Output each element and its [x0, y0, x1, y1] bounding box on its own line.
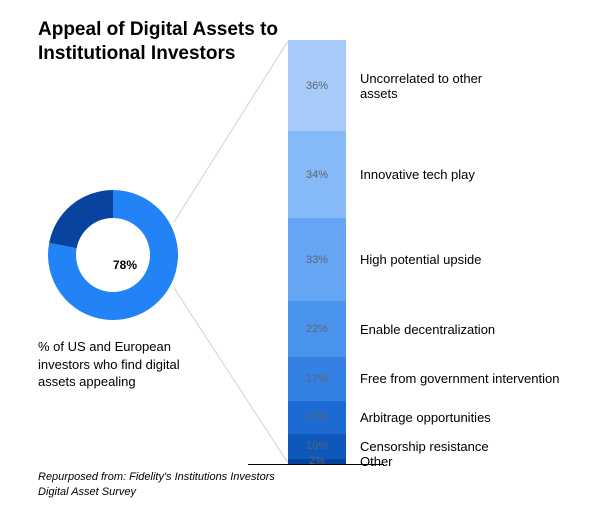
- bar-segment-value: 2%: [309, 455, 325, 467]
- source-citation: Repurposed from: Fidelity's Institutions…: [38, 470, 338, 499]
- source-line2: Digital Asset Survey: [38, 485, 338, 499]
- bar-segment-value: 22%: [306, 323, 328, 335]
- source-line1: Repurposed from: Fidelity's Institutions…: [38, 470, 338, 484]
- bar-segment-label: Arbitrage opportunities: [360, 410, 491, 425]
- bar-segment-value: 17%: [306, 373, 328, 385]
- bar-segment: 34%Innovative tech play: [288, 131, 346, 217]
- bar-segment: 36%Uncorrelated to other assets: [288, 40, 346, 131]
- donut-percent-label: 78%: [113, 258, 137, 272]
- bar-segment-label: Censorship resistance: [360, 439, 489, 454]
- bar-segment-value: 13%: [306, 411, 328, 423]
- guide-top: [174, 41, 288, 222]
- bar-segment-value: 10%: [306, 440, 328, 452]
- bar-segment-label: High potential upside: [360, 252, 481, 267]
- bar-segment-value: 33%: [306, 254, 328, 266]
- donut-svg: [48, 190, 178, 320]
- bar-segment-value: 36%: [306, 80, 328, 92]
- bar-segment-label: Other: [360, 454, 393, 469]
- bar-segment-label: Free from government intervention: [360, 371, 559, 386]
- bar-segment: 33%High potential upside: [288, 218, 346, 302]
- bar-segment-value: 34%: [306, 169, 328, 181]
- bar-segment-label: Enable decentralization: [360, 322, 510, 337]
- stacked-bar: 36%Uncorrelated to other assets34%Innova…: [288, 40, 346, 464]
- bar-segment-label: Innovative tech play: [360, 167, 475, 182]
- baseline: [248, 464, 384, 465]
- bar-segment-label: Uncorrelated to other assets: [360, 71, 510, 101]
- bar-segment: 13%Arbitrage opportunities: [288, 401, 346, 434]
- bar-segment: 17%Free from government intervention: [288, 357, 346, 400]
- donut-caption: % of US and European investors who find …: [38, 338, 218, 391]
- donut-chart: [48, 190, 178, 320]
- bar-segment: 22%Enable decentralization: [288, 301, 346, 357]
